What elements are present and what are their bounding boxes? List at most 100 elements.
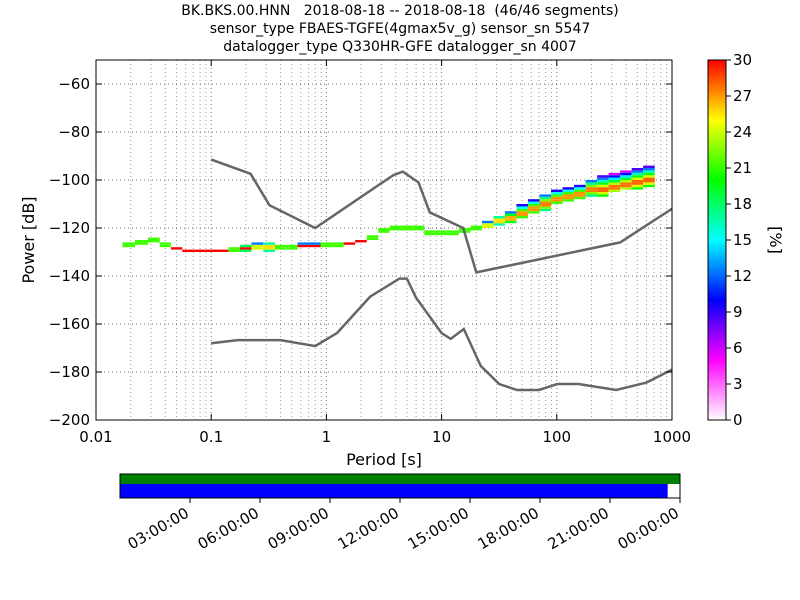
psd-cell: [366, 235, 379, 238]
psd-cell: [643, 182, 655, 185]
colorbar-label: [%]: [766, 226, 785, 254]
psd-cell: [504, 216, 517, 219]
colorbar-tick-label: 9: [733, 303, 743, 321]
psd-cell: [148, 237, 160, 240]
psd-cell: [274, 247, 287, 250]
psd-cell: [620, 180, 632, 183]
psd-cell: [631, 172, 644, 176]
colorbar-tick-label: 21: [733, 159, 752, 177]
psd-cell: [366, 237, 379, 240]
colorbar-tick-label: 6: [733, 339, 743, 357]
x-tick-label: 100: [542, 428, 571, 446]
y-tick-label: −100: [49, 171, 90, 189]
colorbar-tick-label: 18: [733, 195, 752, 213]
colorbar: 0 3 6 9 12 15 18 21 24 27 30 [%]: [707, 51, 785, 429]
psd-cell: [643, 168, 655, 171]
psd-cell: [631, 170, 644, 173]
psd-cell: [620, 177, 632, 180]
psd-cell: [297, 242, 309, 245]
psd-cell: [597, 177, 609, 180]
y-tick-label: −140: [49, 267, 90, 285]
psd-cell: [597, 182, 609, 185]
psd-cell: [631, 182, 644, 185]
psd-cell: [251, 242, 264, 245]
colorbar-tick-label: 0: [733, 411, 743, 429]
psd-cell: [504, 218, 517, 221]
y-tick-label: −160: [49, 315, 90, 333]
y-tick-label: −200: [49, 411, 90, 429]
psd-cell: [493, 218, 505, 221]
psd-cell: [297, 244, 309, 248]
psd-cell: [332, 242, 344, 245]
psd-cell: [527, 211, 540, 214]
x-tick-label: 10: [432, 428, 451, 446]
psd-cell: [608, 172, 621, 176]
psd-cell: [631, 180, 644, 183]
psd-cell: [585, 192, 598, 195]
psd-cell: [597, 184, 609, 188]
psd-cell: [551, 196, 563, 200]
x-tick-label: 0.1: [199, 428, 223, 446]
x-tick-label: 1000: [653, 428, 691, 446]
psd-cell: [597, 189, 609, 192]
psd-cell: [447, 232, 459, 236]
psd-cell: [481, 223, 494, 226]
psd-cell: [620, 187, 632, 190]
timeline-tick-label: 09:00:00: [265, 504, 332, 553]
psd-cell: [263, 249, 275, 252]
psd-cell: [631, 175, 644, 178]
data-coverage-timeline: 03:00:00 06:00:00 09:00:00 12:00:00 15:00:00…: [119, 473, 682, 553]
psd-cell: [574, 187, 586, 190]
psd-cell: [643, 184, 655, 188]
psd-cell: [447, 230, 459, 233]
psd-cell: [539, 201, 552, 204]
psd-cell: [597, 175, 609, 178]
psd-cell: [516, 213, 528, 216]
psd-cell: [597, 180, 609, 183]
noise-models: [210, 158, 672, 392]
psd-cell: [193, 249, 206, 252]
psd-cell: [481, 225, 494, 228]
psd-cell: [597, 194, 609, 197]
psd-cell: [562, 187, 575, 190]
psd-cell: [239, 249, 252, 252]
psd-density: [122, 165, 655, 252]
psd-cell: [263, 247, 275, 250]
psd-cell: [585, 187, 598, 190]
psd-cell: [274, 244, 287, 248]
psd-cell: [643, 175, 655, 178]
psd-cell: [643, 172, 655, 176]
title-line-2: sensor_type FBAES-TGFE(4gmax5v_g) sensor…: [209, 21, 591, 37]
colorbar-tick-label: 12: [733, 267, 752, 285]
timeline-tick-label: 06:00:00: [195, 504, 262, 553]
x-axis: 0.01 0.1 1 10 100 1000: [79, 60, 691, 446]
psd-cell: [308, 244, 321, 248]
psd-cell: [424, 232, 436, 236]
psd-cell: [643, 165, 655, 168]
psd-cell: [608, 180, 621, 183]
psd-cell: [286, 244, 298, 248]
psd-cell: [424, 230, 436, 233]
psd-cell: [159, 242, 171, 245]
low-noise-model-line: [211, 277, 672, 392]
psd-cell: [585, 194, 598, 197]
psd-cell: [170, 247, 183, 250]
psd-cell: [378, 228, 390, 231]
psd-cell: [608, 184, 621, 188]
psd-cell: [378, 230, 390, 233]
psd-cell: [435, 230, 448, 233]
psd-cell: [574, 189, 586, 192]
psd-cell: [597, 187, 609, 190]
psd-cell: [631, 184, 644, 188]
psd-cell: [493, 216, 505, 219]
psd-cell: [551, 201, 563, 204]
psd-cell: [620, 182, 632, 185]
psd-cell: [470, 225, 482, 228]
psd-cell: [228, 249, 240, 252]
psd-cell: [263, 242, 275, 245]
psd-cell: [228, 247, 240, 250]
psd-cell: [481, 220, 494, 224]
psd-cell: [539, 194, 552, 197]
y-tick-label: −180: [49, 363, 90, 381]
